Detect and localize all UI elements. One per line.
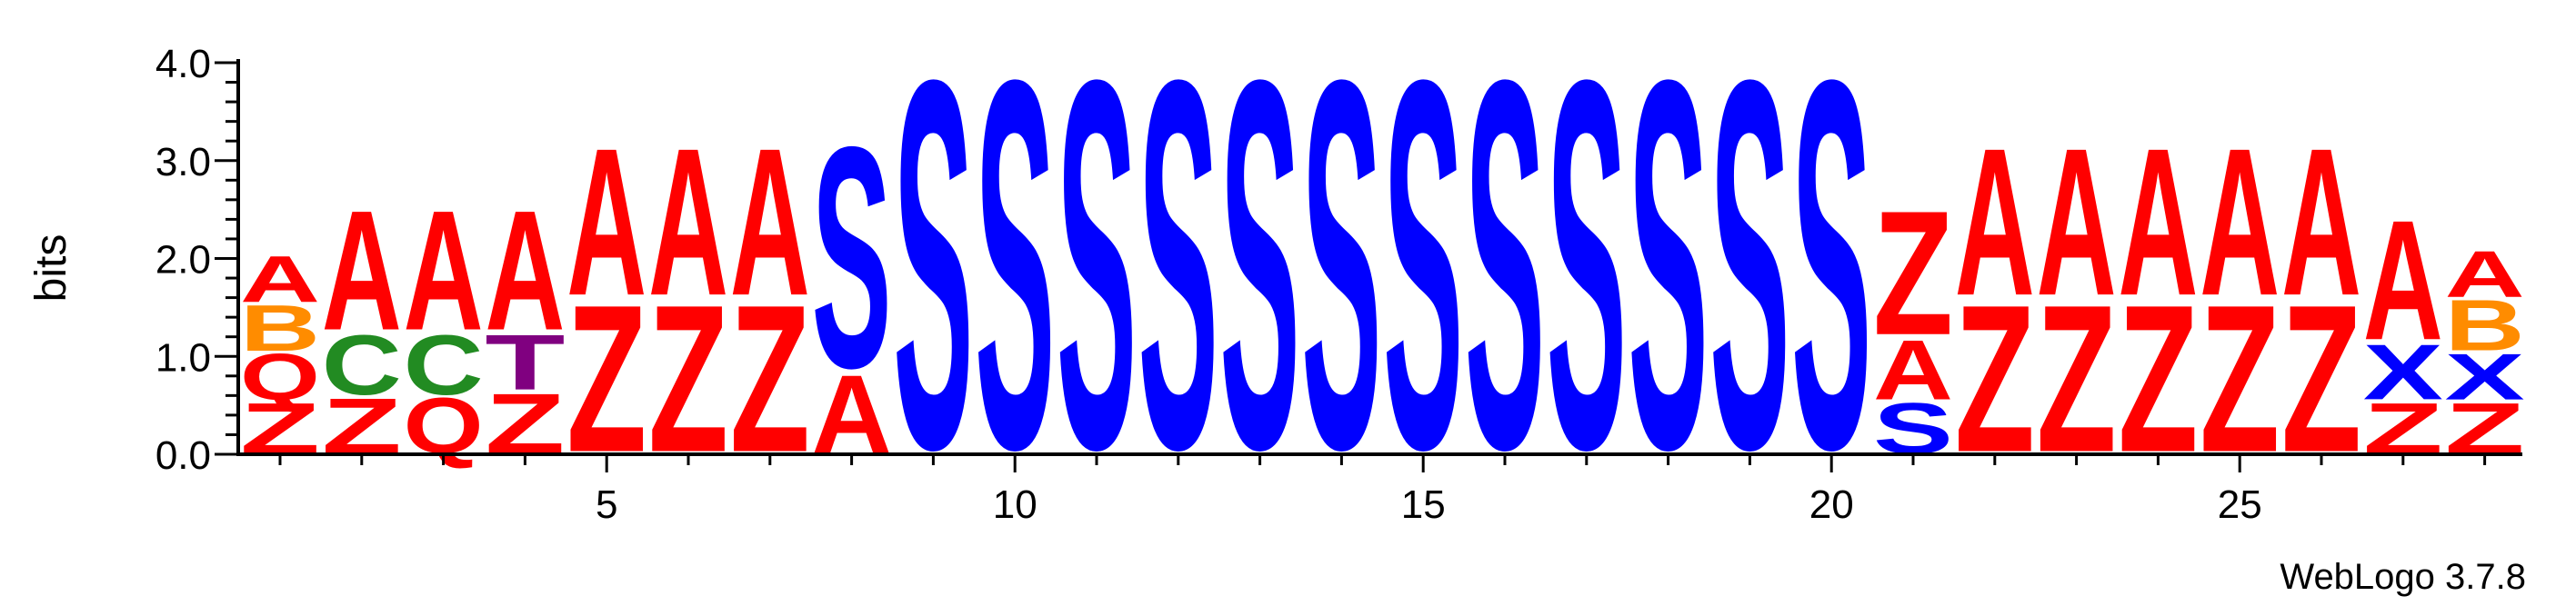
logo-glyph-z: Z — [1873, 175, 1953, 373]
logo-glyph-a: A — [2037, 105, 2117, 340]
logo-glyph-s: S — [893, 0, 973, 558]
y-tick-label: 0.0 — [155, 433, 211, 478]
logo-glyph-s: S — [1547, 0, 1627, 558]
logo-glyph-a: A — [240, 243, 320, 316]
logo-glyph-a: A — [2363, 185, 2443, 376]
logo-glyph-s: S — [1057, 0, 1137, 558]
x-tick-label: 20 — [1809, 482, 1854, 527]
y-tick-label: 1.0 — [155, 335, 211, 380]
x-axis-ticks: 5 10 15 20 25 — [278, 454, 2487, 527]
weblogo-version-label: WebLogo 3.7.8 — [2280, 557, 2526, 597]
logo-glyph-x: X — [2363, 328, 2443, 416]
logo-glyph-b: B — [240, 292, 320, 365]
logo-glyph-s: S — [1709, 0, 1789, 558]
x-axis: 5 10 15 20 25 — [236, 452, 2522, 527]
logo-glyph-x: X — [2445, 340, 2525, 413]
x-tick-label: 10 — [993, 482, 1037, 527]
logo-glyph-s: S — [1138, 0, 1218, 558]
logo-glyph-s: S — [1465, 0, 1545, 558]
logo-glyph-a: A — [730, 105, 810, 340]
logo-glyph-s: S — [1791, 0, 1871, 558]
logo-glyph-q: Q — [240, 341, 320, 414]
logo-glyph-s: S — [1301, 0, 1381, 558]
y-tick-label: 3.0 — [155, 140, 211, 184]
y-tick-label: 2.0 — [155, 238, 211, 283]
y-axis: 0.0 1.0 2.0 3.0 4.0 — [155, 42, 240, 478]
logo-glyph-a: A — [566, 105, 647, 340]
logo-glyph-a: A — [404, 175, 484, 366]
logo-glyph-c: C — [404, 317, 484, 412]
logo-glyph-a: A — [2200, 105, 2280, 340]
logo-glyph-a: A — [322, 175, 402, 366]
logo-glyph-a: A — [485, 175, 565, 366]
logo-glyph-c: C — [322, 317, 402, 412]
logo-glyph-s: S — [1220, 0, 1300, 558]
logo-glyph-s: S — [975, 0, 1055, 558]
logo-glyph-b: B — [2445, 285, 2525, 366]
x-tick-label: 5 — [596, 482, 617, 527]
logo-glyph-a: A — [2445, 238, 2525, 312]
logo-glyph-t: T — [485, 319, 565, 407]
y-axis-title: bits — [27, 234, 75, 303]
x-tick-label: 25 — [2218, 482, 2262, 527]
logo-glyph-a: A — [2281, 105, 2361, 340]
x-tick-label: 15 — [1401, 482, 1446, 527]
logo-glyph-s: S — [1629, 0, 1709, 558]
logo-glyph-a: A — [1955, 105, 2035, 340]
logo-glyph-a: A — [2118, 105, 2198, 340]
logo-glyph-a: A — [1873, 323, 1953, 418]
logo-glyph-s: S — [812, 81, 892, 434]
logo-glyph-a: A — [648, 105, 728, 340]
y-axis-ticks: 0.0 1.0 2.0 3.0 4.0 — [155, 42, 238, 478]
logo-glyph-s: S — [1383, 0, 1463, 558]
y-tick-label: 4.0 — [155, 42, 211, 86]
